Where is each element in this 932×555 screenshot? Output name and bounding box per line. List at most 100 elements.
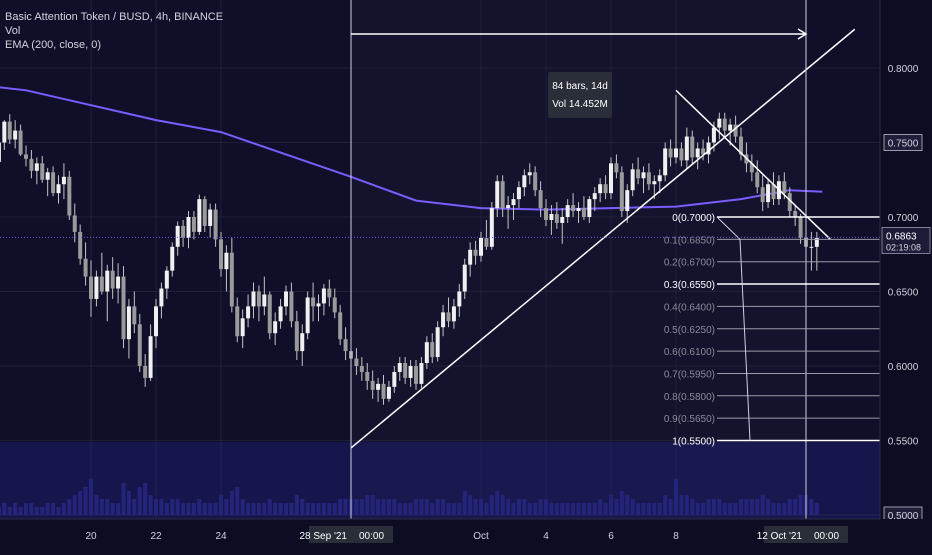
- volume-bar: [251, 503, 256, 515]
- candle: [170, 242, 175, 277]
- candle-body: [181, 225, 186, 238]
- candle: [78, 224, 83, 265]
- volume-bar: [29, 503, 34, 515]
- candle-body: [338, 312, 343, 340]
- fib-level-label: 0.6(0.6100): [664, 347, 715, 358]
- volume-bar: [484, 503, 489, 515]
- volume-bar: [397, 503, 402, 515]
- time-axis-tick: 8: [673, 531, 679, 542]
- volume-bar: [219, 495, 223, 515]
- candle-body: [408, 366, 413, 378]
- volume-bar: [240, 499, 245, 515]
- candle: [636, 157, 641, 185]
- candle-body: [755, 172, 760, 188]
- fib-level-label: 1(0.5500): [672, 437, 715, 448]
- candle: [414, 360, 418, 390]
- candle: [191, 211, 196, 240]
- candle-body: [695, 148, 700, 158]
- candle-body: [495, 181, 500, 209]
- candle-body: [522, 175, 527, 188]
- candle-body: [760, 187, 765, 203]
- candle: [72, 203, 77, 243]
- candle-body: [332, 297, 337, 313]
- time-axis-highlight-time: 00:00: [814, 531, 839, 542]
- volume-bar: [170, 499, 175, 515]
- volume-bar: [419, 499, 424, 515]
- volume-bar: [78, 491, 83, 515]
- candle-body: [468, 249, 473, 265]
- volume-bar: [560, 503, 565, 515]
- candle-body: [89, 276, 93, 299]
- candle-body: [489, 208, 494, 247]
- price-axis-tick: 0.6000: [888, 362, 919, 373]
- ema-indicator-label[interactable]: EMA (200, close, 0): [5, 39, 101, 51]
- volume-bar: [370, 495, 375, 515]
- candle: [381, 374, 386, 405]
- candle-body: [154, 306, 158, 337]
- volume-indicator-label[interactable]: Vol: [5, 25, 21, 37]
- candle-body: [793, 211, 798, 217]
- candle: [354, 348, 359, 375]
- candle: [132, 291, 137, 334]
- candle-body: [327, 288, 332, 298]
- volume-bar: [641, 503, 646, 515]
- candle-body: [359, 366, 364, 372]
- volume-bar: [34, 507, 39, 515]
- volume-bar: [446, 503, 451, 515]
- candle-body: [83, 258, 88, 277]
- volume-bar: [175, 499, 180, 515]
- candle-body: [809, 246, 814, 248]
- candle-body: [614, 163, 619, 173]
- candle-body: [294, 321, 299, 352]
- volume-bar: [695, 503, 700, 515]
- volume-bar: [392, 499, 397, 515]
- volume-bar: [479, 499, 483, 515]
- volume-bar: [137, 487, 142, 515]
- candle-body: [506, 205, 511, 209]
- candle: [29, 149, 34, 179]
- candle-body: [787, 193, 792, 212]
- candle-body: [549, 214, 554, 220]
- candle: [213, 203, 218, 247]
- candle: [386, 380, 391, 402]
- candle: [397, 357, 402, 381]
- candle-body: [674, 148, 678, 158]
- candle-body: [500, 181, 505, 209]
- volume-bar: [213, 503, 218, 515]
- candle-body: [766, 184, 771, 203]
- bar-countdown: 02:19:08: [886, 242, 921, 252]
- fib-level-label: 0.4(0.6400): [664, 302, 715, 313]
- volume-bar: [755, 499, 760, 515]
- candle-body: [814, 237, 819, 247]
- time-axis-tick: 20: [85, 531, 97, 542]
- candle: [137, 313, 142, 372]
- volume-bar: [793, 499, 798, 515]
- candle-body: [235, 306, 240, 337]
- candle-body: [592, 193, 597, 200]
- volume-bar: [143, 483, 148, 515]
- candle-body: [484, 237, 489, 247]
- chart-legend: Basic Attention Token / BUSD, 4h, BINANC…: [5, 10, 223, 52]
- volume-bar: [94, 495, 99, 515]
- candle: [684, 127, 689, 170]
- candle: [251, 282, 256, 319]
- volume-bar: [782, 503, 787, 515]
- symbol-title[interactable]: Basic Attention Token / BUSD, 4h, BINANC…: [5, 11, 224, 23]
- volume-bar: [278, 503, 283, 515]
- time-axis-tick: 6: [608, 531, 614, 542]
- candle-body: [137, 324, 142, 366]
- volume-bar: [500, 495, 505, 515]
- candle-body: [208, 209, 213, 226]
- candle: [679, 142, 684, 167]
- candle: [614, 154, 619, 179]
- volume-bar: [267, 499, 272, 515]
- candle: [544, 199, 548, 226]
- candle: [495, 175, 500, 217]
- candle: [311, 282, 316, 322]
- volume-bar: [674, 479, 678, 515]
- candle: [267, 291, 272, 340]
- candle-body: [229, 252, 234, 307]
